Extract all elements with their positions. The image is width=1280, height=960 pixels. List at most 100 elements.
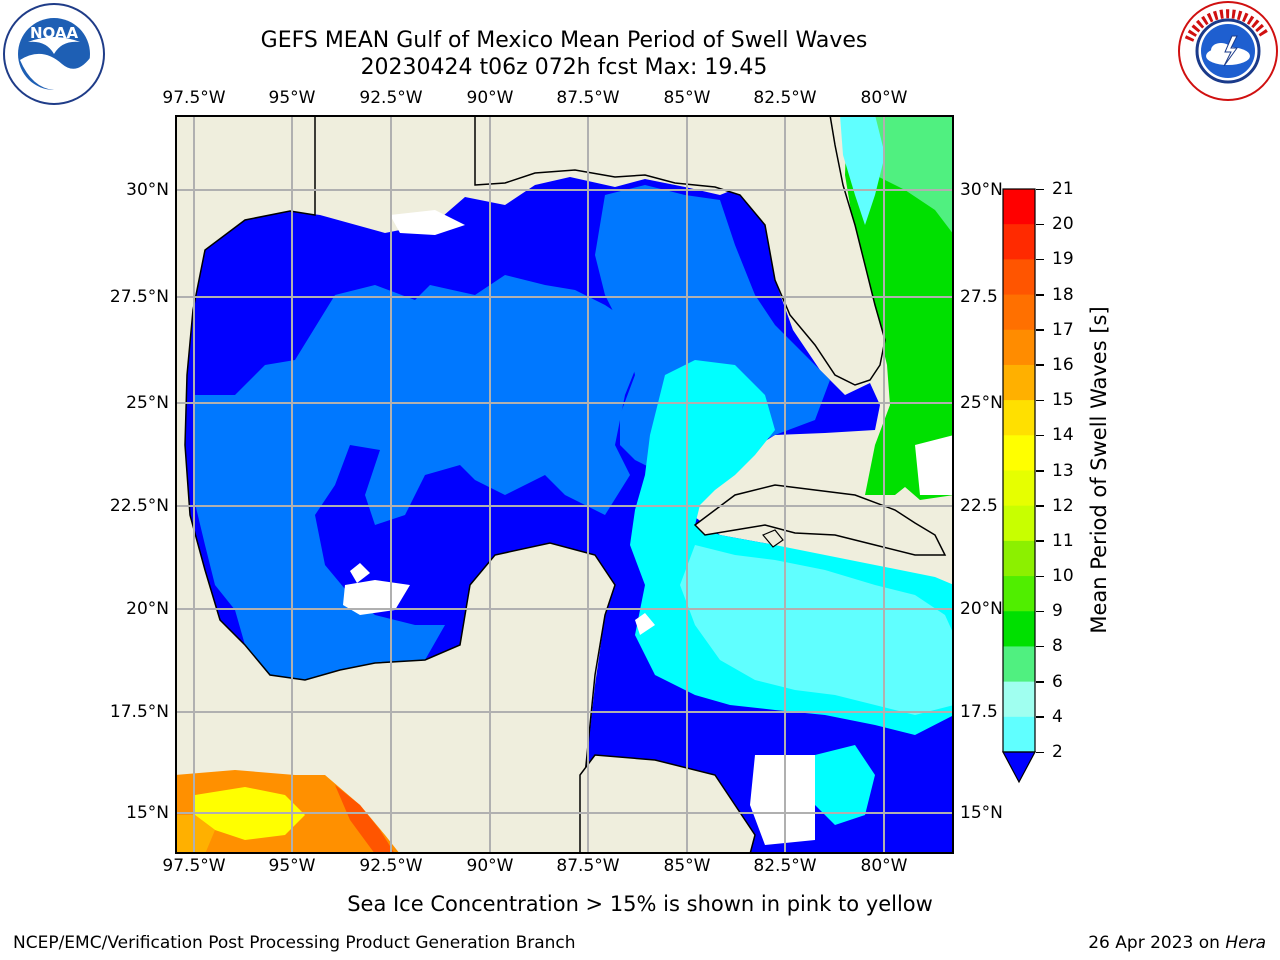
map-gridlines [175,115,954,854]
lat-label-left: 30°N [126,180,169,200]
colorbar-tick-mark [1036,575,1044,578]
colorbar-tick-label: 17 [1052,319,1074,340]
colorbar-tick-mark [1036,751,1044,753]
colorbar-band [1003,224,1035,260]
colorbar-tick-label: 21 [1052,179,1074,199]
sea-ice-caption: Sea Ice Concentration > 15% is shown in … [347,892,933,916]
noaa-logo-icon: NOAA [3,3,105,105]
central-america-land [579,754,756,854]
mexico-land [175,115,616,854]
colorbar-tick-mark [1036,399,1044,402]
colorbar-tick-label: 15 [1052,390,1074,411]
no-data-patch [750,755,815,845]
lat-label-right: 17.5 [960,702,998,722]
no-data-patch [390,210,465,235]
lat-label-right: 22.5 [960,496,998,516]
colorbar-tick-mark [1036,434,1044,437]
nws-logo-icon [1178,1,1278,101]
colorbar-band [1003,259,1035,296]
lon-label-bottom: 90°W [466,856,514,876]
lat-label-right: 30°N [960,180,1003,200]
lon-label-top: 90°W [466,88,514,108]
colorbar-tick-mark [1036,329,1044,331]
footer-host: Hera [1225,933,1266,953]
gulf-of-mexico-map [175,115,954,854]
colorbar-tick-mark [1036,364,1044,366]
cyan-patch-region [815,745,875,825]
noaa-logo-text: NOAA [30,24,79,42]
footer-date: 26 Apr 2023 on Hera [1088,933,1266,953]
colorbar-extend-triangle [1002,751,1036,784]
colorbar-tick-mark [1036,540,1044,542]
colorbar-tick-label: 2 [1052,742,1063,762]
colorbar-tick-label: 9 [1052,601,1063,622]
colorbar [1002,188,1036,784]
lat-label-right: 27.5 [960,287,998,307]
lat-label-right: 20°N [960,599,1003,619]
no-data-patch [343,580,410,615]
colorbar-tick-mark [1036,470,1044,472]
colorbar-band [1003,716,1035,753]
cyan-atlantic-region [840,115,885,225]
colorbar-tick-label: 12 [1052,495,1074,516]
lon-label-bottom: 92.5°W [359,856,423,876]
lon-label-bottom: 85°W [663,856,711,876]
colorbar-tick-label: 13 [1052,460,1074,481]
lat-label-right: 25°N [960,393,1003,413]
lon-label-bottom: 95°W [268,856,316,876]
map-frame [175,115,954,854]
colorbar-tick-label: 10 [1052,566,1074,587]
colorbar-frame [1002,188,1036,753]
no-data-patch [635,613,655,635]
colorbar-tick-label: 6 [1052,671,1063,692]
colorbar-band [1003,364,1035,401]
pacific-red-region [335,785,395,854]
colorbar-band [1003,611,1035,647]
colorbar-tick-label: 11 [1052,530,1074,551]
colorbar-tick-label: 4 [1052,706,1063,727]
colorbar-band [1003,540,1035,577]
no-data-patch [915,435,954,495]
footer-credit: NCEP/EMC/Verification Post Processing Pr… [13,933,576,953]
colorbar-band [1003,189,1035,225]
colorbar-tick-mark [1036,681,1044,683]
colorbar-band [1003,400,1035,436]
isle-of-youth-land [762,529,784,548]
lat-label-left: 22.5°N [109,496,169,516]
mid-blue-region [595,185,830,485]
colorbar-tick-mark [1036,258,1044,261]
lat-label-left: 25°N [126,393,169,413]
lon-label-top: 92.5°W [359,88,423,108]
lon-label-top: 82.5°W [753,88,817,108]
colorbar-label: Mean Period of Swell Waves [s] [1087,306,1111,634]
colorbar-tick-mark [1036,645,1044,648]
colorbar-tick-label: 18 [1052,284,1074,305]
colorbar-tick-mark [1036,223,1044,226]
colorbar-tick-mark [1036,505,1044,507]
colorbar-tick-mark [1036,610,1044,613]
colorbar-band [1003,329,1035,366]
lat-label-left: 27.5°N [109,287,169,307]
lon-label-top: 80°W [860,88,908,108]
colorbar-band [1003,294,1035,331]
colorbar-band [1003,435,1035,471]
colorbar-tick-label: 19 [1052,249,1074,270]
lat-label-left: 15°N [126,803,169,823]
colorbar-band [1003,505,1035,542]
lon-label-bottom: 97.5°W [162,856,226,876]
lon-label-top: 87.5°W [556,88,620,108]
colorbar-band [1003,470,1035,507]
no-data-patch [350,563,370,583]
florida-peninsula-land [474,115,886,386]
mid-blue-region [193,275,645,680]
colorbar-tick-label: 16 [1052,354,1074,375]
colorbar-band [1003,646,1035,683]
lon-label-top: 95°W [268,88,316,108]
lon-label-top: 97.5°W [162,88,226,108]
lat-label-left: 20°N [126,599,169,619]
colorbar-tick-mark [1036,294,1044,296]
colorbar-tick-label: 20 [1052,214,1074,235]
chart-title: GEFS MEAN Gulf of Mexico Mean Period of … [260,28,868,53]
lat-label-right: 15°N [960,803,1003,823]
lon-label-bottom: 80°W [860,856,908,876]
